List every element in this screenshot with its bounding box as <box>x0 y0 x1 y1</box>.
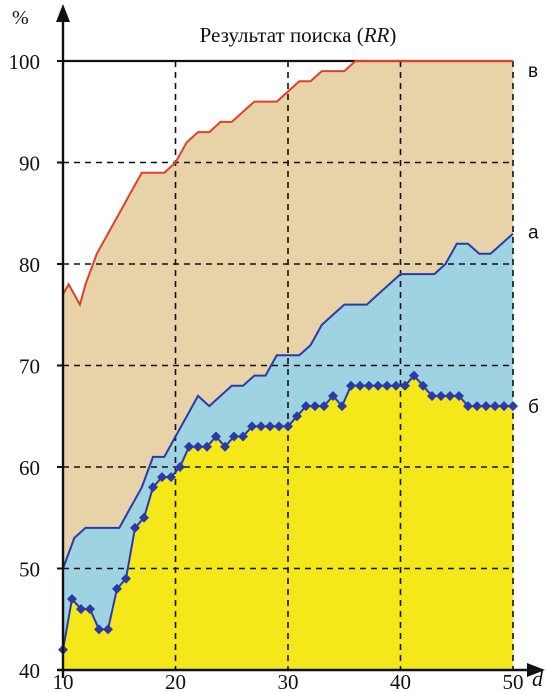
series-b-point <box>400 380 410 391</box>
series-b-point <box>373 380 383 391</box>
x-axis-arrow <box>527 663 545 677</box>
series-b-point <box>427 390 437 401</box>
series-b-point <box>337 401 347 412</box>
series-b-point <box>112 583 122 594</box>
series-line-a <box>62 232 514 569</box>
series-b-point <box>409 370 419 381</box>
series-b-point <box>130 522 140 533</box>
x-tick-label: 40 <box>390 670 411 692</box>
series-b-point <box>292 411 302 422</box>
series-b-point <box>499 401 509 412</box>
series-b-point <box>301 401 311 412</box>
series-b-point <box>247 421 257 432</box>
series-b-point <box>472 401 482 412</box>
series-b-point <box>67 593 77 604</box>
y-tick-label: 100 <box>9 50 41 74</box>
series-b-point <box>139 512 149 523</box>
series-b-point <box>445 390 455 401</box>
series-b-point <box>274 421 284 432</box>
series-label: в <box>528 61 538 82</box>
series-b-point <box>310 401 320 412</box>
x-tick-label: 30 <box>278 670 299 692</box>
series-b-point <box>220 441 230 452</box>
series-b-point <box>319 401 329 412</box>
axes <box>56 4 545 678</box>
y-tick-label: 60 <box>19 456 40 480</box>
series-b-point <box>103 624 113 635</box>
series-b-point <box>121 573 131 584</box>
y-tick-label: 90 <box>19 152 40 176</box>
series-b-point <box>76 604 86 615</box>
series-b-point <box>229 431 239 442</box>
series-b-point <box>175 462 185 472</box>
series-label: б <box>528 397 539 418</box>
series-b-point <box>454 390 464 401</box>
series-b-point <box>211 431 221 442</box>
series-b-point <box>418 380 428 391</box>
series-b-point <box>265 421 275 432</box>
series-line-v <box>62 60 513 308</box>
series-b-point <box>256 421 266 432</box>
series-b-point <box>148 482 158 493</box>
series-b-point <box>481 401 491 412</box>
series-labels: в а б <box>528 61 539 418</box>
series-b-point <box>463 401 473 412</box>
series-b-point <box>436 390 446 401</box>
y-tick-label: 50 <box>19 558 40 582</box>
series-b-point <box>184 441 194 452</box>
gridlines <box>63 59 514 670</box>
series-b-point <box>328 390 338 401</box>
x-tick-label: 10 <box>53 670 74 692</box>
series-b-point <box>202 441 212 452</box>
series-b-point <box>94 624 104 635</box>
chart-title: Результат поиска (RR) <box>200 23 397 47</box>
y-tick-label: 40 <box>19 659 40 683</box>
series-b-point <box>193 441 203 452</box>
series-b-point <box>355 380 365 391</box>
series-b-point <box>85 604 95 615</box>
series-b-point <box>166 472 176 483</box>
series-b-point <box>490 401 500 412</box>
series-b-point <box>508 401 518 412</box>
tick-labels: 40 50 60 70 80 90 100 10 20 30 40 50 <box>9 50 524 692</box>
y-tick-label: 70 <box>19 355 40 379</box>
x-axis-label: d <box>532 666 544 691</box>
y-tick-label: 80 <box>19 253 40 277</box>
series-b-markers <box>58 370 518 655</box>
series-b-point <box>382 380 392 391</box>
series-b-point <box>157 472 167 483</box>
series-b-point <box>283 421 293 432</box>
y-axis-label: % <box>12 7 29 29</box>
series-label: а <box>528 223 539 244</box>
x-tick-label: 50 <box>503 670 524 692</box>
series-b-point <box>238 431 248 442</box>
x-tick-label: 20 <box>165 670 186 692</box>
series-b-point <box>364 380 374 391</box>
series-b-point <box>391 380 401 391</box>
series-b-point <box>346 380 356 391</box>
y-axis-arrow <box>56 4 70 22</box>
